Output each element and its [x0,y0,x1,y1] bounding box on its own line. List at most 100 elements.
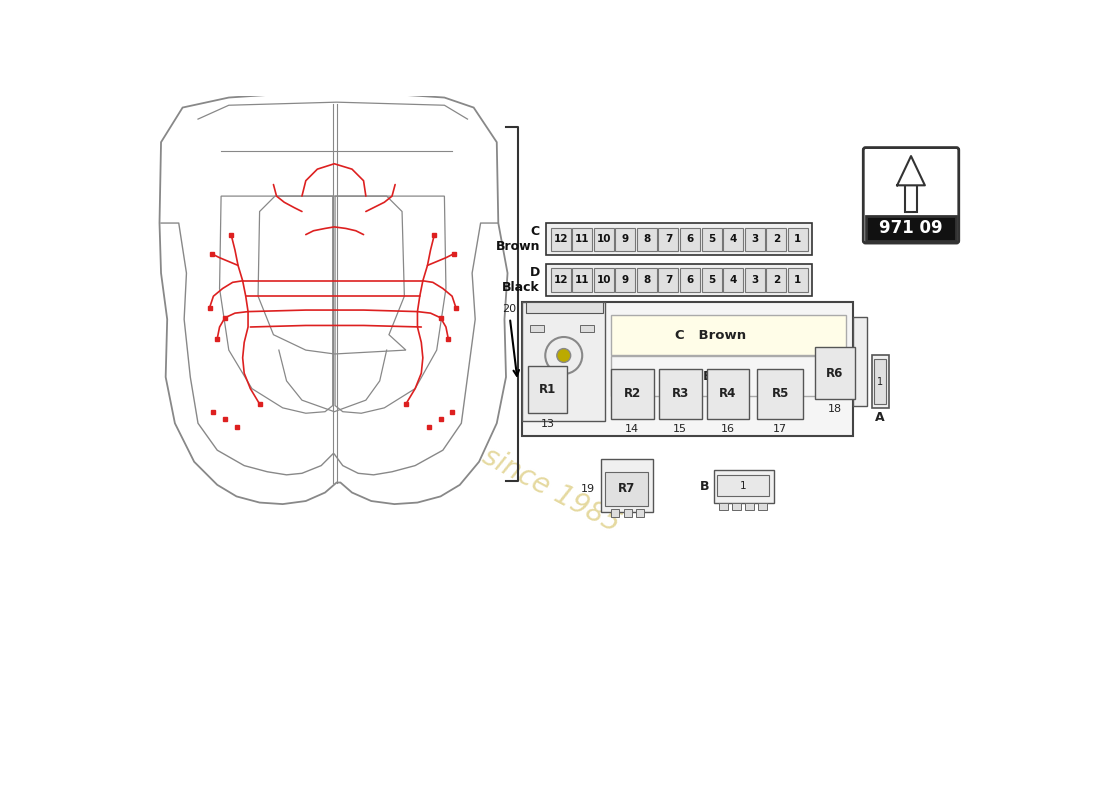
Bar [636,510,644,517]
Text: R6: R6 [826,366,844,380]
Bar [610,315,846,355]
Bar [757,370,803,419]
Text: 10: 10 [596,234,611,244]
Bar [745,502,754,510]
Bar [714,470,774,502]
Bar [594,269,614,291]
Text: 6: 6 [686,234,694,244]
Bar [702,228,722,250]
Bar [732,502,741,510]
Bar [546,223,813,255]
Text: C   Brown: C Brown [675,329,747,342]
Text: 2: 2 [772,234,780,244]
Text: 12: 12 [553,234,568,244]
Text: 19: 19 [581,484,594,494]
Text: 18: 18 [827,404,842,414]
Text: 9: 9 [621,275,629,285]
Bar [526,302,603,313]
Text: 13: 13 [540,419,554,429]
Bar [717,475,769,496]
Text: R1: R1 [539,383,557,396]
Bar [528,366,566,414]
Bar [718,502,728,510]
Text: 8: 8 [644,275,650,285]
Text: 4: 4 [729,275,737,285]
Text: 2: 2 [772,275,780,285]
Text: A: A [876,410,886,423]
Text: 1: 1 [740,481,747,490]
Polygon shape [898,156,925,186]
Bar [767,228,786,250]
Bar [871,355,889,408]
Bar [854,317,867,406]
Text: R5: R5 [771,387,789,401]
Bar [702,269,722,291]
Text: 9: 9 [621,234,629,244]
Text: 20: 20 [502,304,516,314]
Text: 4: 4 [729,234,737,244]
Bar [659,228,679,250]
Text: 971 09: 971 09 [879,219,943,238]
Bar [815,347,855,399]
Text: 3: 3 [751,275,758,285]
Bar [572,269,592,291]
Bar [522,302,605,421]
Text: 10: 10 [596,275,611,285]
Bar [745,228,764,250]
Bar [612,510,619,517]
Text: 1: 1 [794,234,802,244]
Bar [723,228,744,250]
Text: 16: 16 [720,424,735,434]
Text: B: B [700,480,710,493]
Bar [601,459,653,512]
Text: 14: 14 [625,424,639,434]
Bar [659,370,702,419]
Bar [745,269,764,291]
Bar [594,228,614,250]
Text: D   Black: D Black [678,370,744,382]
Text: 12: 12 [553,275,568,285]
Text: 8: 8 [644,234,650,244]
Bar [659,269,679,291]
Bar [615,228,636,250]
FancyBboxPatch shape [864,147,959,243]
Bar [866,216,957,241]
Bar [723,269,744,291]
Text: R3: R3 [671,387,689,401]
Bar [610,356,846,396]
Bar [530,325,543,332]
Text: R2: R2 [624,387,641,401]
Bar [874,359,887,404]
Text: 11: 11 [575,275,590,285]
Bar [551,269,571,291]
Text: 17: 17 [773,424,788,434]
Bar [788,228,807,250]
Bar [767,269,786,291]
Text: 7: 7 [664,275,672,285]
Bar [637,269,657,291]
Polygon shape [160,93,507,504]
Bar [758,502,767,510]
Bar [615,269,636,291]
Bar [605,472,648,506]
Text: 5: 5 [708,275,715,285]
Bar [624,510,631,517]
Bar [788,269,807,291]
Text: 7: 7 [664,234,672,244]
Bar [546,264,813,296]
Text: C
Brown: C Brown [495,226,540,254]
Bar [572,228,592,250]
Bar [522,302,854,436]
Text: R7: R7 [618,482,636,495]
Text: 11: 11 [575,234,590,244]
Bar [680,269,700,291]
Text: 15: 15 [673,424,688,434]
Bar [612,370,653,419]
Circle shape [557,349,571,362]
Text: R4: R4 [719,387,736,401]
Text: a passion for parts since 1985: a passion for parts since 1985 [241,316,625,538]
Text: 1: 1 [794,275,802,285]
Text: 1: 1 [877,377,883,386]
Text: 3: 3 [751,234,758,244]
Bar [707,370,749,419]
